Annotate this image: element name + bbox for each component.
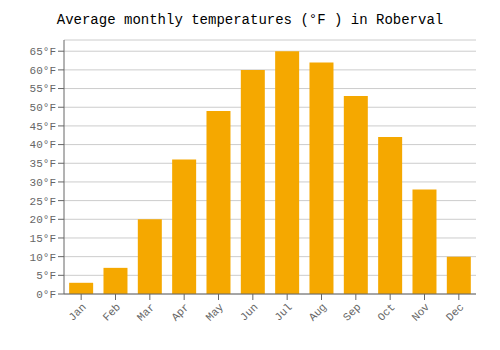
svg-text:Sep: Sep — [341, 301, 363, 323]
svg-text:45°F: 45°F — [30, 121, 56, 133]
svg-text:May: May — [204, 301, 227, 324]
svg-text:30°F: 30°F — [30, 177, 56, 189]
svg-text:0°F: 0°F — [36, 289, 56, 301]
svg-text:Apr: Apr — [169, 301, 191, 323]
svg-text:15°F: 15°F — [30, 233, 56, 245]
svg-text:35°F: 35°F — [30, 158, 56, 170]
svg-text:50°F: 50°F — [30, 102, 56, 114]
svg-text:Jun: Jun — [238, 301, 260, 323]
svg-text:65°F: 65°F — [30, 46, 56, 58]
svg-text:40°F: 40°F — [30, 139, 56, 151]
svg-text:25°F: 25°F — [30, 196, 56, 208]
svg-text:Aug: Aug — [307, 301, 329, 323]
html-text:Average monthly temperatures (: Average monthly temperatures (°F ) in Ro… — [56, 12, 444, 28]
svg-text:20°F: 20°F — [30, 214, 56, 226]
svg-text:Jan: Jan — [66, 301, 88, 323]
svg-text:5°F: 5°F — [36, 270, 56, 282]
svg-text:Feb: Feb — [101, 301, 123, 323]
svg-text:55°F: 55°F — [30, 83, 56, 95]
svg-text:Mar: Mar — [135, 301, 157, 323]
svg-text:Dec: Dec — [444, 301, 466, 323]
svg-text:Oct: Oct — [375, 301, 397, 323]
svg-text:10°F: 10°F — [30, 252, 56, 264]
svg-text:Nov: Nov — [410, 301, 433, 324]
svg-text:Jul: Jul — [272, 301, 294, 323]
svg-text:60°F: 60°F — [30, 65, 56, 77]
